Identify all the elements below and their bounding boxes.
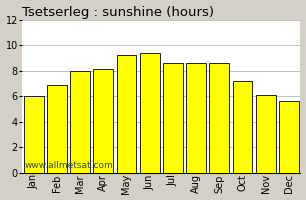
- Bar: [24, 96, 43, 173]
- Bar: [256, 95, 275, 173]
- Bar: [186, 63, 206, 173]
- Bar: [47, 85, 67, 173]
- Text: www.allmetsat.com: www.allmetsat.com: [25, 161, 114, 170]
- Bar: [70, 71, 90, 173]
- Bar: [233, 81, 252, 173]
- Bar: [93, 69, 113, 173]
- Bar: [209, 63, 229, 173]
- Bar: [117, 55, 136, 173]
- Bar: [163, 63, 183, 173]
- Bar: [279, 101, 299, 173]
- Text: Tsetserleg : sunshine (hours): Tsetserleg : sunshine (hours): [22, 6, 214, 19]
- Bar: [140, 53, 159, 173]
